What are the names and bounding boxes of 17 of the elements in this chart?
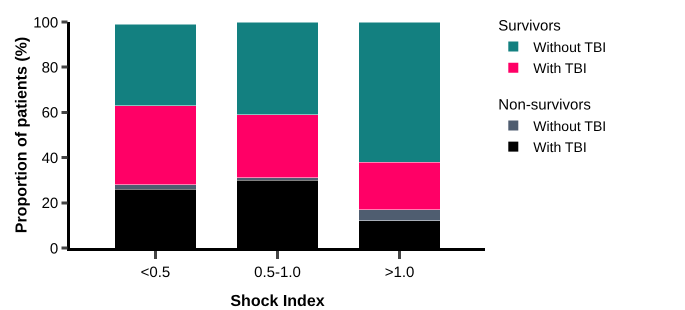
x-tick-label: >1.0 xyxy=(384,264,414,281)
legend-label: Without TBI xyxy=(533,118,606,134)
legend-label: With TBI xyxy=(533,139,587,156)
text: Survivors xyxy=(498,18,561,35)
y-tick-label: 20 xyxy=(42,195,58,212)
y-tick-label: 40 xyxy=(42,150,58,167)
legend-label: Without TBI xyxy=(533,39,606,55)
x-tick-label: 0.5-1.0 xyxy=(254,264,301,281)
y-axis-title: Proportion of patients (%) xyxy=(14,36,30,234)
y-tick-label: 80 xyxy=(42,59,58,76)
x-tick-label: <0.5 xyxy=(140,264,170,281)
y-tick-label: 100 xyxy=(33,14,58,32)
x-axis-title: Shock Index xyxy=(230,293,325,310)
y-tick-label: 0 xyxy=(50,240,58,258)
text: Non-survivors xyxy=(498,96,591,114)
y-tick-label: 60 xyxy=(42,104,58,122)
legend-label: With TBI xyxy=(533,60,587,76)
